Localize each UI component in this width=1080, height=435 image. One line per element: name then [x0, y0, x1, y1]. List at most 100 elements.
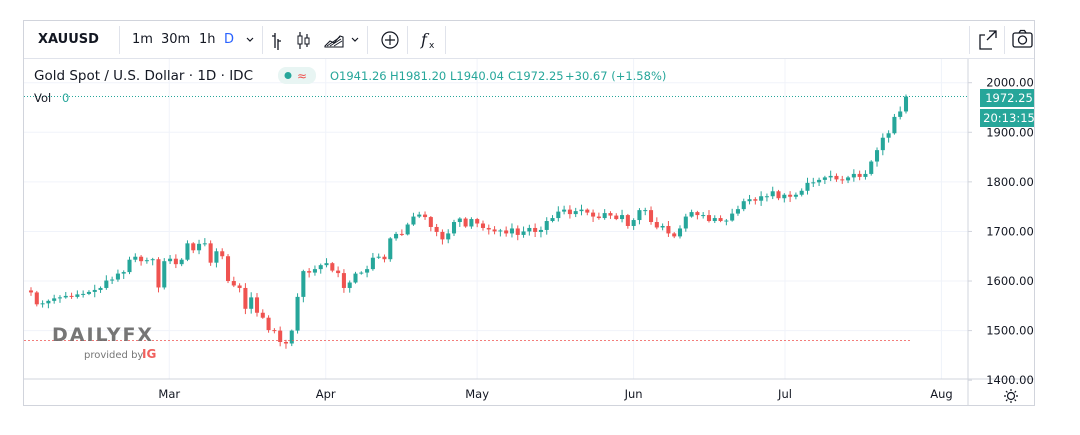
candle-body — [712, 218, 717, 222]
candle-body — [220, 251, 225, 257]
candle — [428, 216, 433, 232]
candle — [585, 208, 590, 216]
candle-body — [446, 233, 451, 240]
candle-body — [689, 212, 694, 217]
candle-body — [185, 243, 190, 260]
candle-body — [243, 287, 248, 309]
chevron-down-icon[interactable] — [350, 21, 360, 59]
candle — [457, 217, 462, 227]
symbol-search[interactable]: XAUUSD — [38, 32, 99, 47]
candle-body — [730, 213, 735, 221]
candle — [776, 189, 781, 201]
candle — [399, 229, 404, 237]
candle — [202, 238, 207, 247]
candle — [46, 299, 51, 309]
price-axis[interactable]: 1400.00 1500.00 1600.00 1700.00 1800.00 1900.… — [968, 76, 1034, 387]
candles-icon[interactable] — [296, 21, 314, 59]
candle-body — [753, 199, 758, 201]
candle — [156, 257, 161, 293]
status-badge[interactable] — [278, 67, 316, 84]
candle-body — [550, 218, 555, 222]
camera-icon[interactable] — [1012, 21, 1034, 59]
candle — [533, 223, 538, 238]
candle-body — [788, 194, 793, 197]
candle-body — [86, 291, 91, 294]
candle — [411, 212, 416, 226]
svg-text:f: f — [420, 30, 430, 49]
candle — [365, 265, 370, 278]
candle — [840, 175, 845, 184]
chevron-down-icon[interactable] — [245, 21, 255, 59]
settings-gear-icon[interactable] — [1004, 389, 1018, 403]
candle — [139, 255, 144, 266]
candle — [689, 209, 694, 218]
candle — [562, 205, 567, 215]
candle — [498, 228, 503, 237]
candle-body — [637, 210, 642, 221]
candle — [828, 170, 833, 182]
candle — [81, 290, 86, 298]
candle — [191, 242, 196, 254]
candle — [434, 223, 439, 237]
bar-chart-icon[interactable] — [271, 21, 289, 59]
candle-body — [735, 209, 740, 214]
candle-body — [857, 173, 862, 177]
candle-body — [701, 215, 706, 217]
candle-body — [863, 173, 868, 177]
candle-body — [817, 179, 822, 183]
candle-body — [173, 258, 178, 265]
last-price-text: 1972.25 — [985, 91, 1033, 105]
candle-body — [851, 173, 856, 178]
candle-body — [840, 179, 845, 181]
candle-body — [376, 256, 381, 258]
candle-body — [492, 229, 497, 232]
area-chart-icon[interactable] — [324, 21, 344, 59]
candle — [359, 271, 364, 275]
interval-1h[interactable]: 1h — [199, 32, 216, 47]
candle — [388, 237, 393, 262]
interval-1m[interactable]: 1m — [132, 32, 153, 47]
candle-body — [28, 290, 34, 293]
candle — [318, 263, 323, 274]
candle — [150, 257, 155, 266]
candle — [480, 220, 486, 231]
candle — [851, 169, 856, 182]
candle — [504, 226, 509, 237]
candle — [237, 283, 242, 293]
x-tick-label: Jun — [624, 387, 643, 401]
candle — [301, 269, 306, 303]
candle — [695, 210, 700, 220]
candle-body — [231, 281, 236, 286]
time-axis[interactable]: Mar Apr May Jun Jul Aug — [158, 387, 952, 401]
candle — [168, 255, 173, 264]
candle — [550, 215, 555, 223]
candle — [382, 254, 387, 263]
candle — [869, 160, 874, 176]
interval-d[interactable]: D — [224, 32, 235, 47]
candle-body — [249, 297, 254, 309]
candle — [289, 329, 294, 347]
logo-ig: IG — [142, 347, 156, 361]
candle-body — [898, 111, 903, 117]
candle-body — [874, 150, 880, 162]
candle — [892, 113, 897, 135]
volume-value: 0 — [62, 91, 69, 105]
candle — [712, 215, 717, 224]
toolbar-divider — [445, 26, 446, 54]
grid — [24, 59, 968, 379]
fullscreen-icon[interactable] — [977, 21, 999, 59]
price-chart[interactable]: 1400.00 1500.00 1600.00 1700.00 1800.00 1900.… — [24, 21, 1034, 405]
candle — [214, 248, 219, 268]
candle — [75, 290, 80, 299]
candle-body — [69, 295, 74, 297]
candle-body — [341, 273, 346, 288]
candle — [278, 326, 283, 347]
y-tick-label: 1500.00 — [986, 324, 1034, 338]
interval-30m[interactable]: 30m — [161, 32, 191, 47]
candle-body — [498, 230, 503, 232]
candle — [620, 209, 625, 223]
candle — [602, 209, 607, 220]
candle-body — [770, 191, 775, 197]
add-compare-icon[interactable] — [380, 21, 400, 59]
